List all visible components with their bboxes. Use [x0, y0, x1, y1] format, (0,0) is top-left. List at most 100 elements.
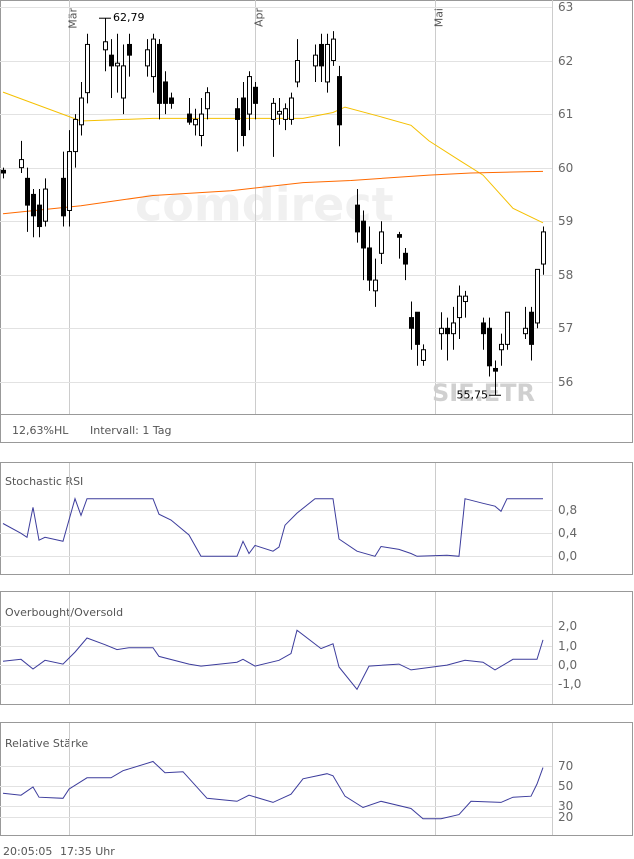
symbol: SIE.ETR: [432, 379, 535, 407]
candle-body: [325, 43, 330, 83]
candle-body: [235, 108, 240, 120]
y-tick-label: 62: [558, 54, 573, 68]
candle-body: [67, 151, 72, 211]
candle-body: [157, 43, 162, 104]
y-tick-label: 58: [558, 268, 573, 282]
panel-title: Overbought/Oversold: [5, 606, 123, 619]
candle-body: [463, 295, 468, 303]
candle-body: [493, 367, 498, 372]
candle-body: [361, 220, 366, 249]
candle-body: [481, 322, 486, 335]
candle-body: [499, 343, 504, 351]
moving-average: [2, 91, 544, 224]
candle-body: [535, 268, 540, 324]
y-tick-label: 20: [558, 810, 573, 824]
candle-body: [199, 113, 204, 137]
candle-body: [253, 86, 258, 104]
candle-body: [37, 204, 42, 228]
obos-panel: [0, 591, 633, 705]
candle-body: [445, 327, 450, 335]
candle-body: [241, 97, 246, 137]
candle-body: [379, 231, 384, 254]
footer-time: 17:35 Uhr: [60, 845, 115, 858]
candle-body: [415, 311, 420, 345]
candle-body: [277, 110, 282, 115]
candle-body: [187, 113, 192, 123]
candle-body: [487, 327, 492, 367]
candle-body: [313, 54, 318, 67]
indicator-line: [2, 497, 543, 557]
y-tick-label: 1,0: [558, 639, 577, 653]
candle-body: [451, 322, 456, 335]
candle-body: [505, 311, 510, 345]
candle-body: [421, 349, 426, 361]
panel-title: Relative Stärke: [5, 737, 88, 750]
y-tick-label: 0,0: [558, 658, 577, 672]
candle-body: [61, 177, 66, 217]
candle-body: [121, 65, 126, 99]
candle-body: [247, 76, 252, 115]
candle-body: [115, 62, 120, 67]
x-tick-label: Apr: [253, 8, 266, 28]
candle-body: [109, 54, 114, 67]
candle-body: [523, 327, 528, 335]
candle-body: [403, 252, 408, 265]
y-tick-label: 60: [558, 161, 573, 175]
y-tick-label: 59: [558, 214, 573, 228]
candle-body: [355, 204, 360, 233]
info-hl: 12,63%HL: [12, 424, 69, 437]
candle-body: [85, 43, 90, 94]
candle-body: [193, 118, 198, 126]
candle-body: [397, 234, 402, 238]
candle-body: [163, 81, 168, 104]
candle-body: [169, 97, 174, 104]
candle-body: [541, 231, 546, 265]
candle-body: [367, 247, 372, 281]
candle-body: [283, 108, 288, 120]
y-tick-label: 0,0: [558, 549, 577, 563]
candle-body: [337, 76, 342, 126]
watermark: comdirect: [135, 178, 394, 232]
stoch-panel: [0, 462, 633, 575]
y-tick-label: 63: [558, 0, 573, 14]
x-tick-label: Mär: [67, 8, 80, 29]
rs-panel: [0, 722, 633, 836]
x-tick-label: Mai: [433, 8, 446, 27]
candle-body: [331, 38, 336, 62]
indicator-line: [2, 760, 544, 820]
candle-body: [529, 311, 534, 345]
candle-body: [319, 43, 324, 67]
y-tick-label: -1,0: [558, 677, 581, 691]
candle-body: [409, 317, 414, 329]
candle-body: [289, 97, 294, 120]
candle-body: [205, 92, 210, 110]
candle-body: [439, 327, 444, 335]
y-tick-label: 0,8: [558, 503, 577, 517]
candle-body: [373, 279, 378, 292]
candle-body: [127, 43, 132, 56]
y-tick-label: 61: [558, 107, 573, 121]
candle-body: [73, 118, 78, 153]
candle-body: [19, 159, 24, 169]
y-tick-label: 0,4: [558, 526, 577, 540]
y-tick-label: 56: [558, 375, 573, 389]
footer-date: 20:05:05: [3, 845, 52, 858]
candle-body: [103, 41, 108, 51]
candle-body: [457, 295, 462, 319]
candle-body: [271, 102, 276, 120]
candle-body: [79, 97, 84, 126]
candle-body: [25, 177, 30, 206]
candle-body: [43, 188, 48, 222]
indicator-line: [2, 629, 544, 691]
candle-body: [1, 169, 6, 174]
candle-body: [295, 60, 300, 83]
candle-body: [145, 49, 150, 67]
annotation-label: 55,75: [457, 388, 489, 401]
info-interval: Intervall: 1 Tag: [90, 424, 172, 437]
y-tick-label: 50: [558, 779, 573, 793]
y-tick-label: 30: [558, 799, 573, 813]
moving-average: [2, 170, 544, 215]
panel-title: Stochastic RSI: [5, 475, 83, 488]
